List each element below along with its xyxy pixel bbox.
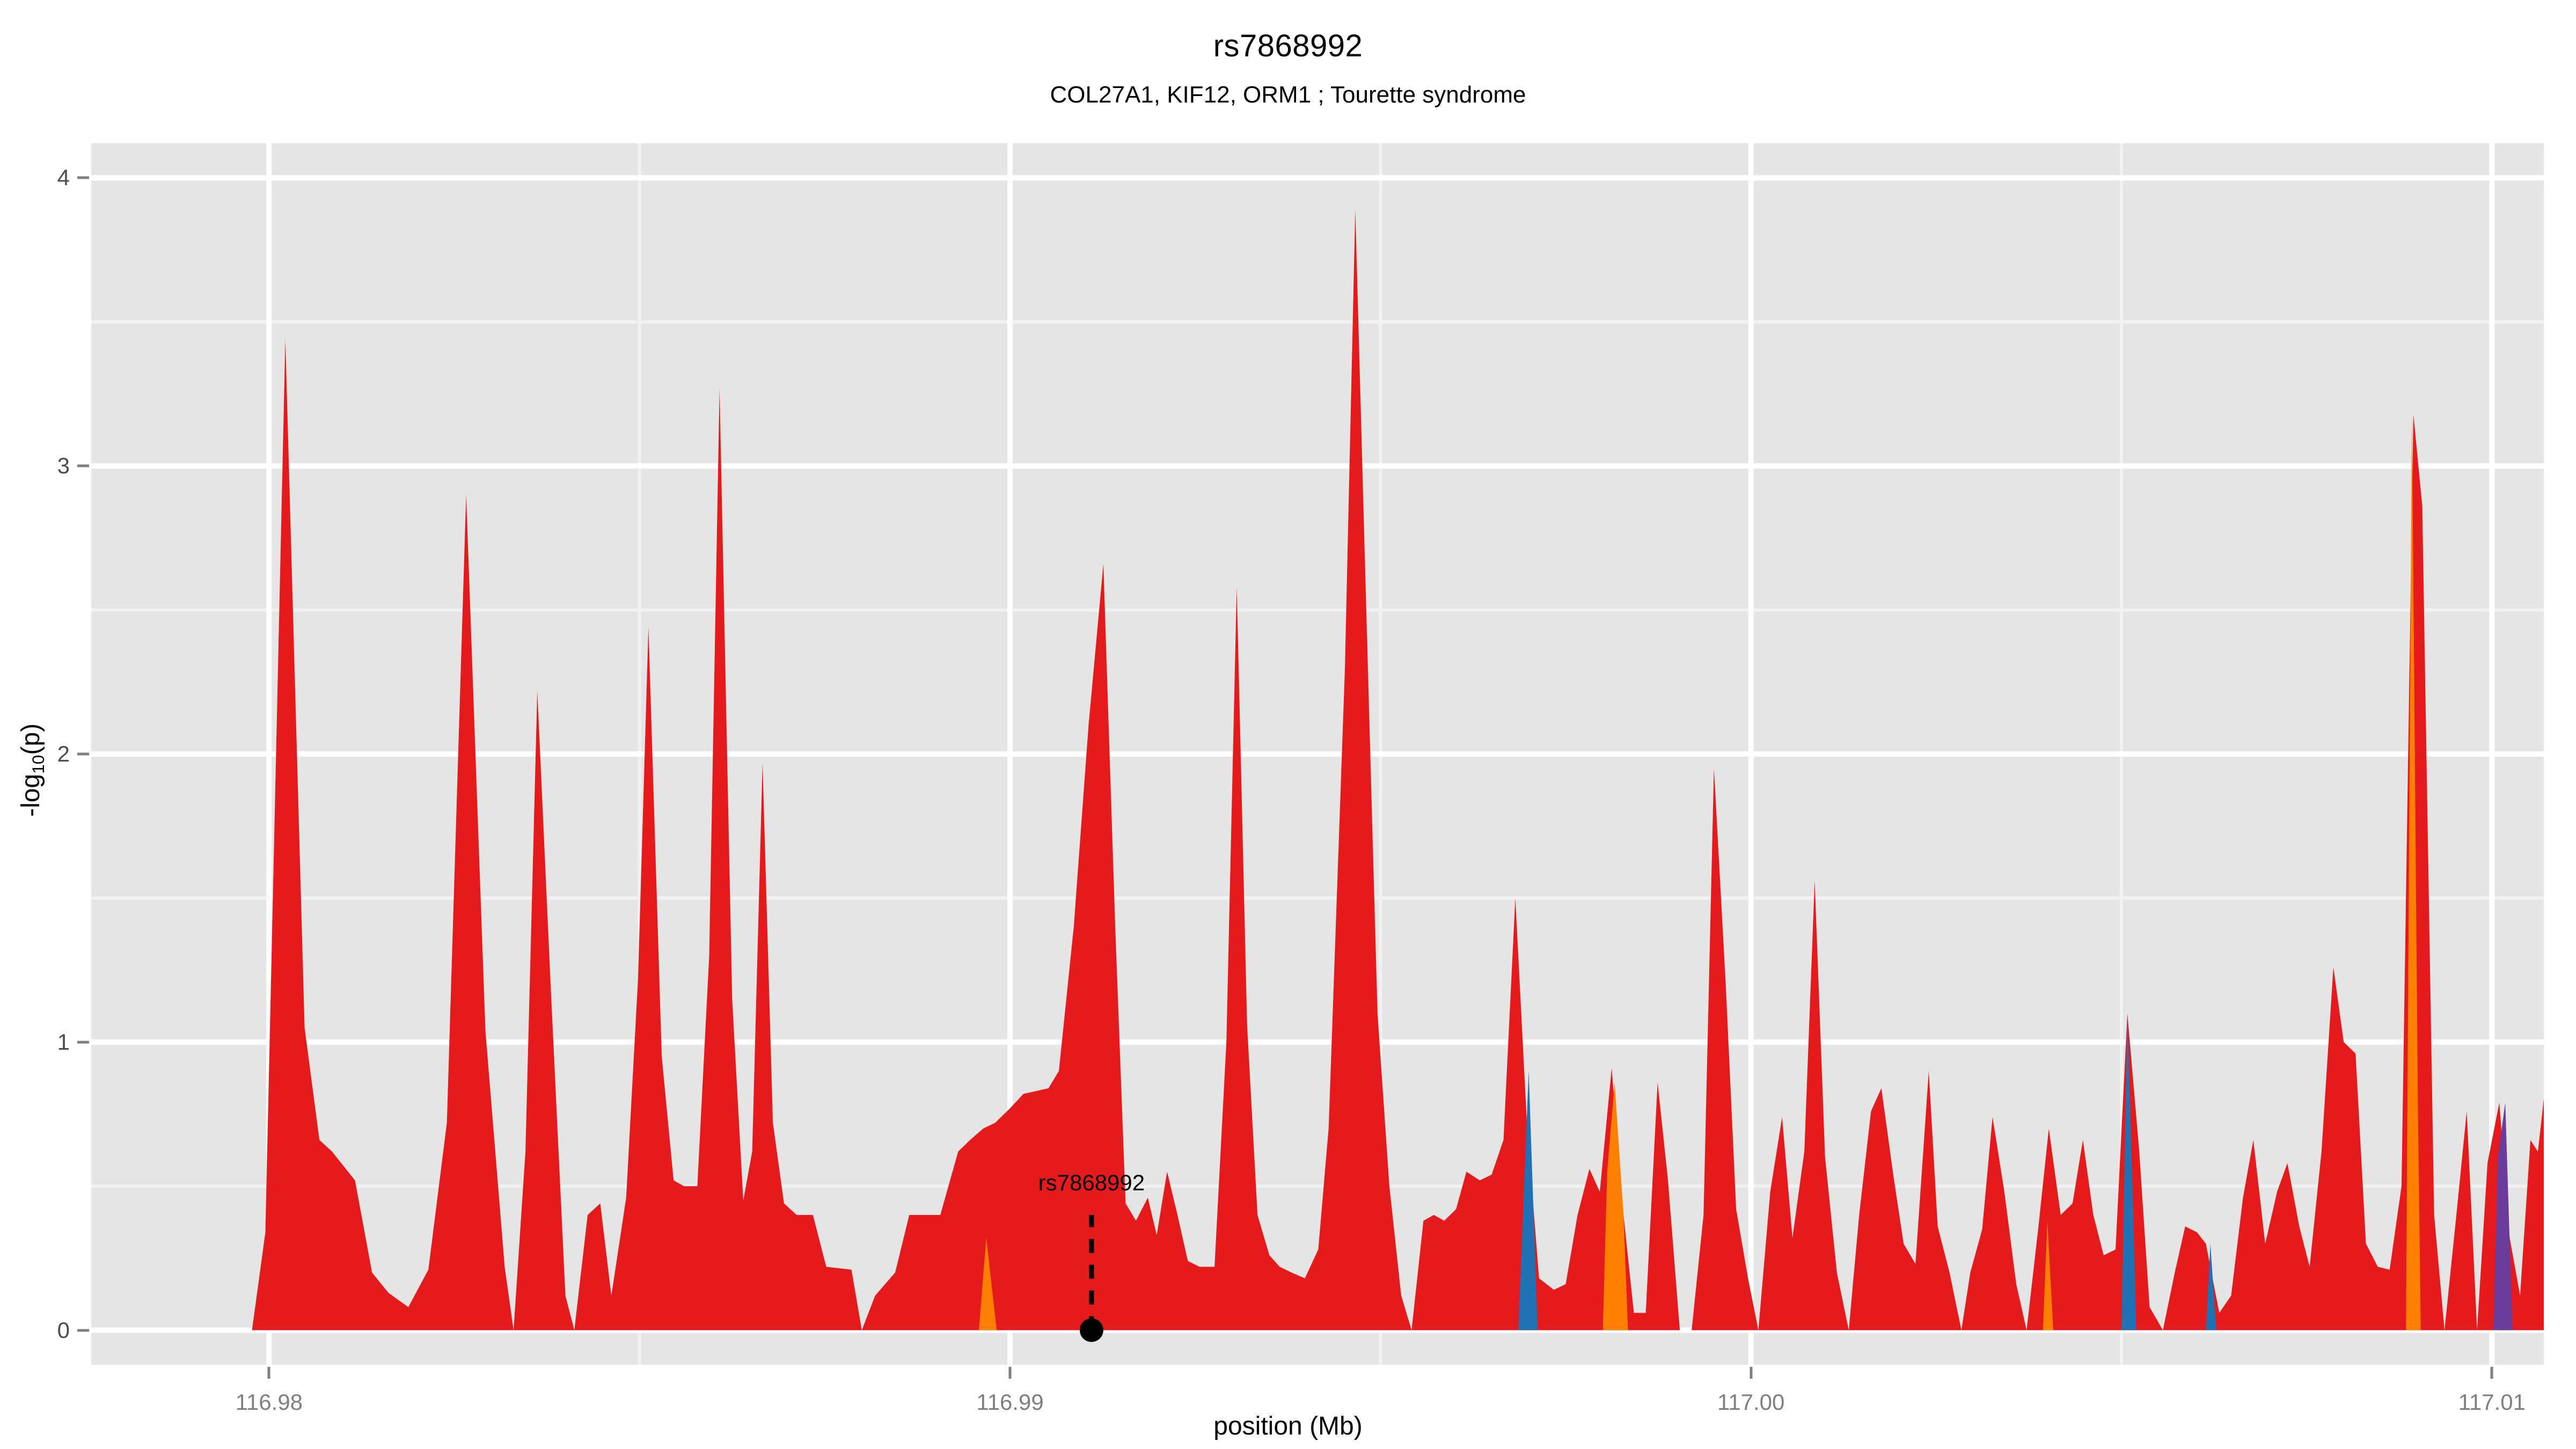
y-tick-label: 4 [57,165,70,191]
page-title: rs7868992 [1213,28,1363,63]
y-tick-label: 1 [57,1029,70,1055]
area-series-orange [979,414,2421,1330]
x-tick-mark [267,1367,270,1379]
y-tick-label: 2 [57,741,70,766]
x-axis-title: position (Mb) [1213,1412,1363,1440]
x-tick-label: 116.99 [976,1389,1044,1415]
x-tick-mark [1750,1367,1753,1379]
x-tick-label: 116.98 [235,1389,303,1415]
plot-area-svg [91,143,2544,1365]
area-series-red [252,209,2544,1330]
y-tick-label: 0 [57,1317,70,1343]
x-tick-mark [1008,1367,1012,1379]
y-tick-mark [77,464,89,467]
plot-panel [91,143,2544,1365]
y-tick-mark [77,1329,89,1332]
area-series-purple [2493,1102,2513,1330]
y-tick-mark [77,176,89,179]
y-tick-mark [77,752,89,756]
x-tick-label: 117.00 [1717,1389,1785,1415]
y-axis-title-prefix: -log [17,773,46,817]
snp-annotation-label: rs7868992 [1038,1170,1145,1196]
snp-marker-point [1079,1318,1103,1342]
y-tick-mark [77,1041,89,1044]
x-tick-mark [2490,1367,2493,1379]
y-tick-label: 3 [57,453,70,479]
page-subtitle: COL27A1, KIF12, ORM1 ; Tourette syndrome [1050,82,1526,108]
x-tick-label: 117.01 [2458,1389,2526,1415]
y-axis-title-subscript: 10 [28,755,48,774]
y-axis-title-suffix: (p) [17,723,46,755]
y-axis-title: -log10(p) [16,598,48,942]
